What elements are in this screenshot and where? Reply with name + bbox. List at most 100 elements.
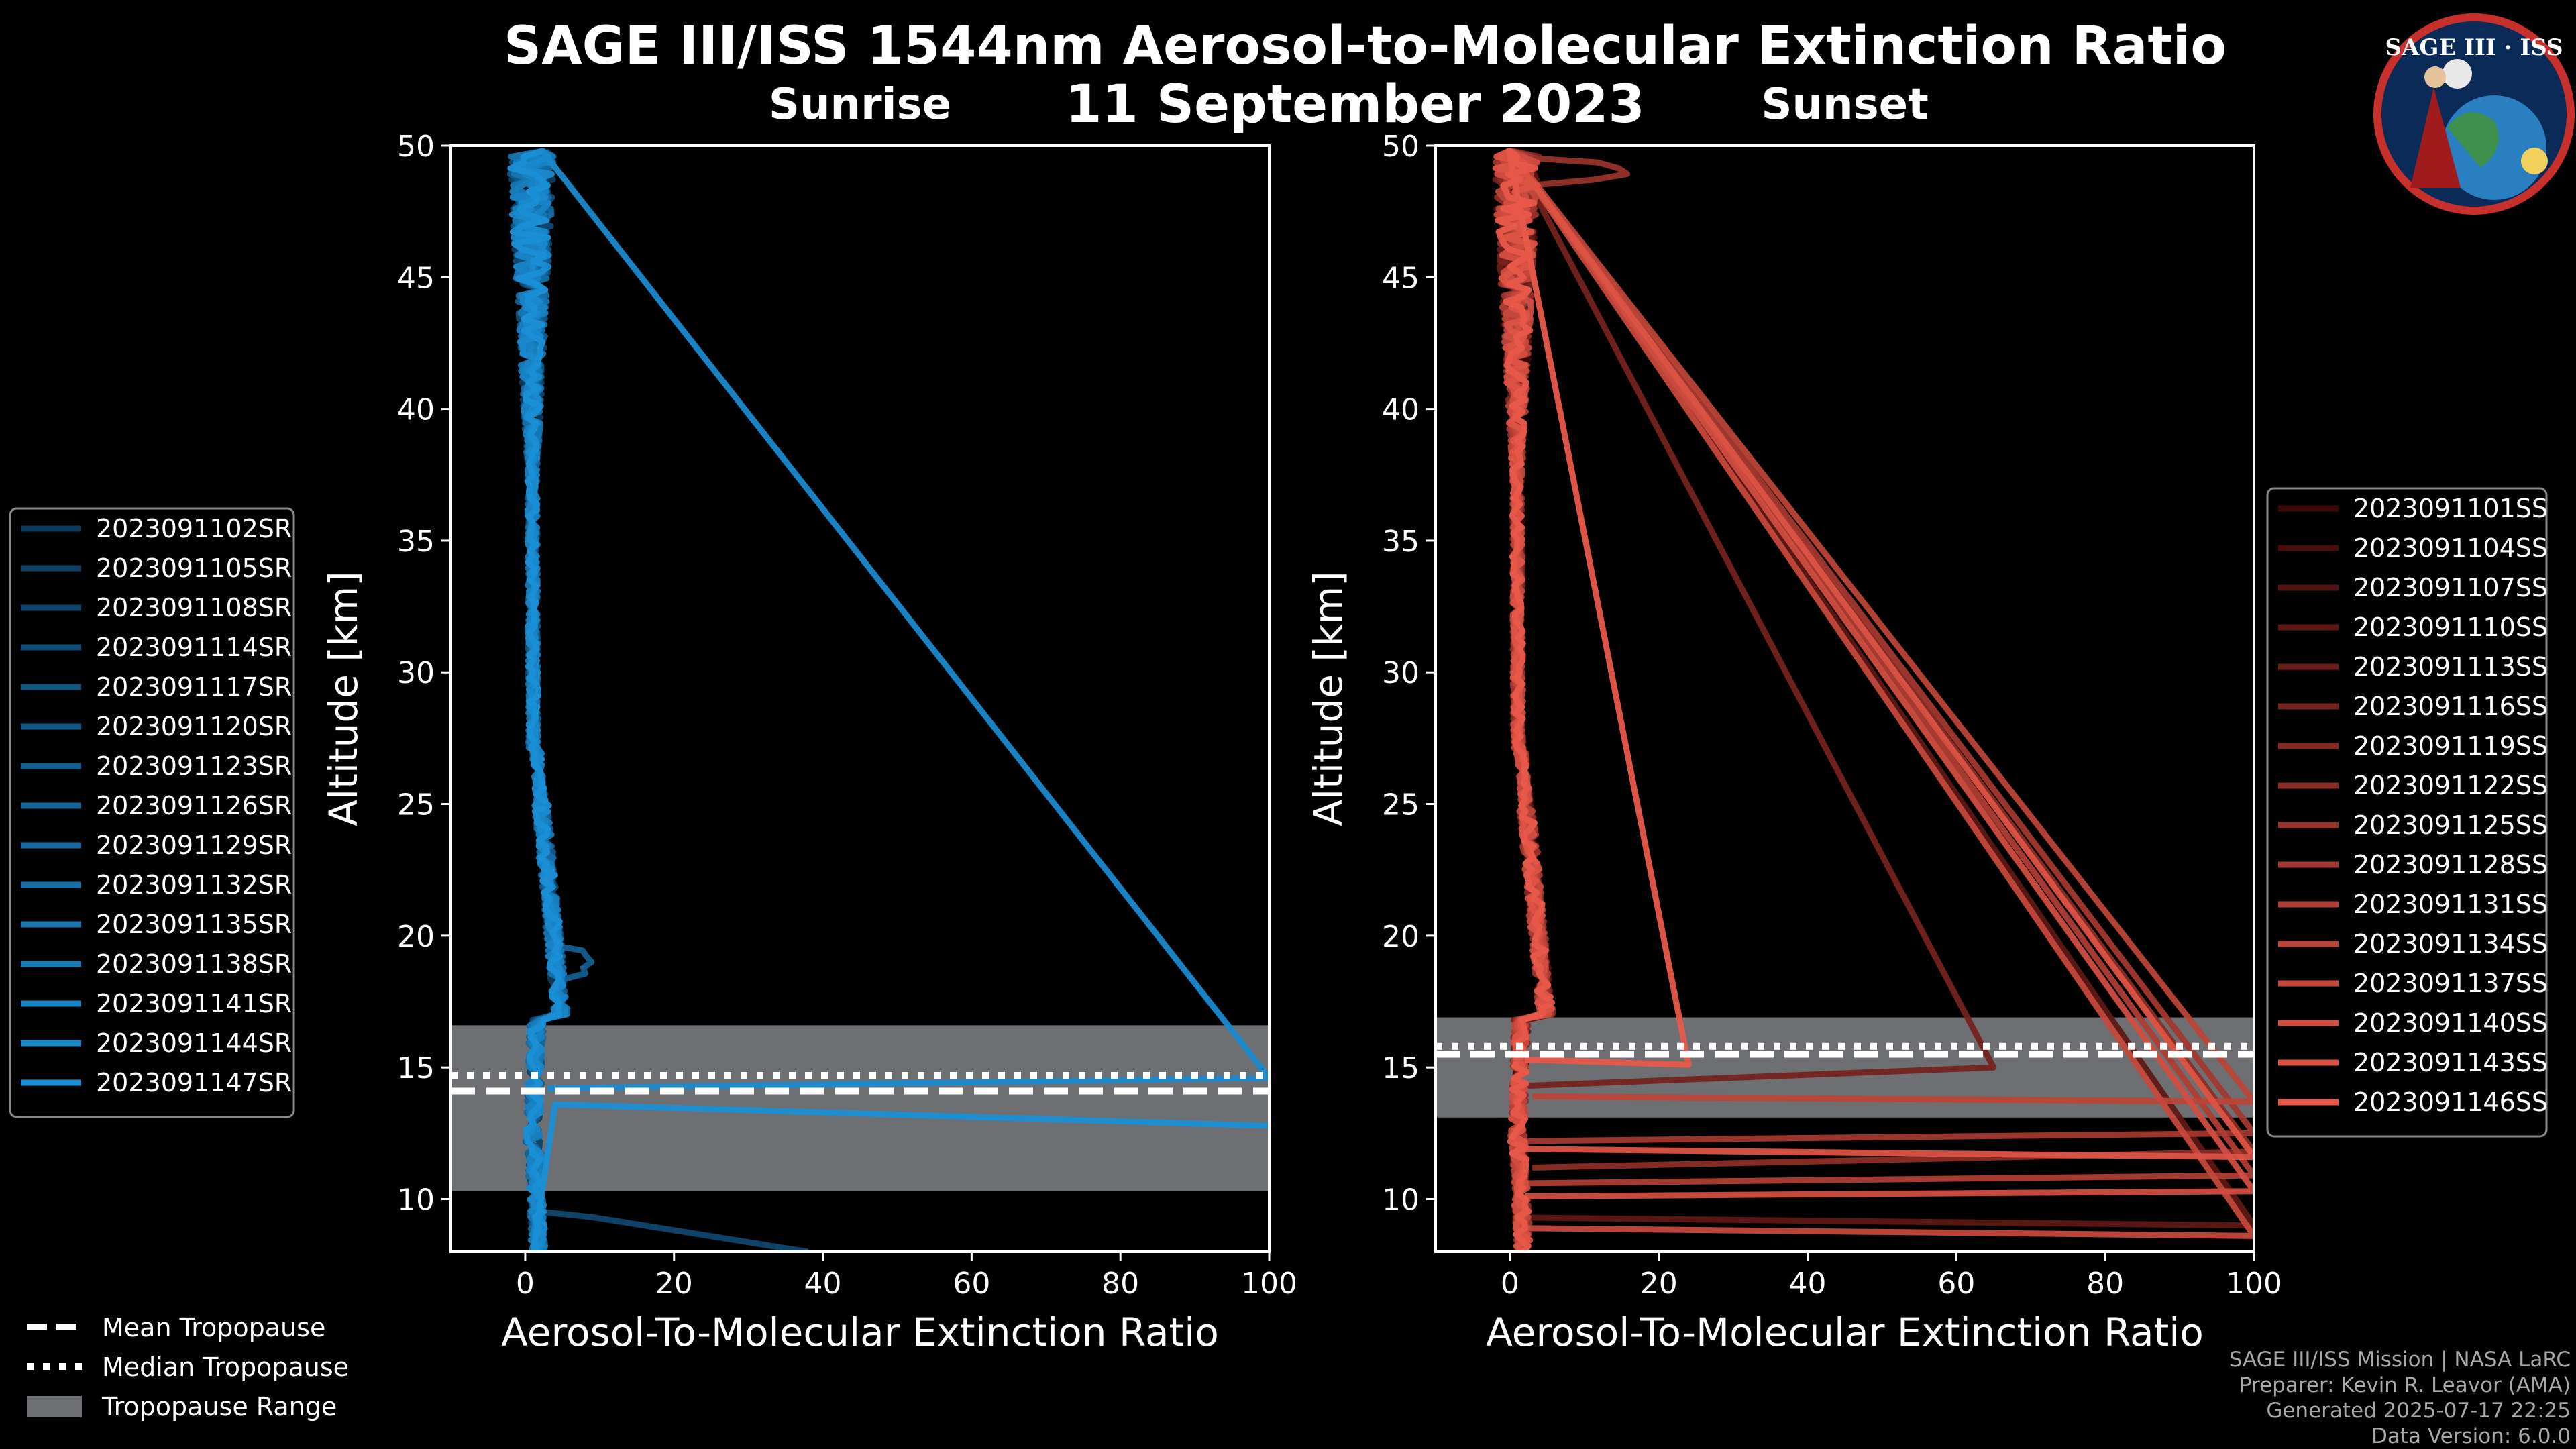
profiles — [1492, 148, 2254, 1252]
y-tick-label: 20 — [1382, 920, 1419, 954]
sunrise-legend: 2023091102SR 2023091105SR 2023091108SR 2023… — [9, 507, 295, 1118]
y-tick-label: 50 — [1382, 129, 1419, 164]
y-tick-label: 25 — [1382, 788, 1419, 822]
legend-label: 2023091110SS — [2353, 612, 2548, 642]
legend-label: 2023091108SR — [96, 593, 292, 623]
y-tick-label: 30 — [397, 656, 435, 690]
credit-line: SAGE III/ISS Mission | NASA LaRC — [2229, 1348, 2571, 1372]
legend-label: 2023091141SR — [96, 989, 292, 1018]
legend-label: 2023091101SS — [2353, 494, 2548, 523]
x-tick-label: 100 — [2226, 1267, 2282, 1301]
x-tick-label: 20 — [655, 1267, 693, 1301]
legend-label: 2023091140SS — [2353, 1008, 2548, 1038]
legend-label: 2023091137SS — [2353, 969, 2548, 998]
sunrise-panel: 0 20 40 60 80 100 10 15 20 25 30 35 40 45 50 Aerosol-To… — [321, 80, 1297, 1355]
legend-label: 2023091105SR — [96, 553, 292, 583]
legend-label: 2023091143SS — [2353, 1048, 2548, 1077]
logo-continent — [2447, 112, 2499, 168]
legend-box — [2266, 487, 2548, 1138]
legend-median-label: Median Tropopause — [102, 1352, 349, 1382]
legend-label: 2023091132SR — [96, 870, 292, 900]
legend-label: 2023091144SR — [96, 1028, 292, 1058]
y-tick-label: 45 — [1382, 261, 1419, 295]
legend-label: 2023091138SR — [96, 949, 292, 979]
x-tick-label: 60 — [1937, 1267, 1975, 1301]
y-tick-label: 25 — [397, 788, 435, 822]
legend-label: 2023091123SR — [96, 751, 292, 781]
sage-logo: SAGE III · ISS — [2373, 13, 2575, 215]
x-tick-label: 100 — [1241, 1267, 1297, 1301]
legend-label: 2023091131SS — [2353, 890, 2548, 919]
profile-line-2023091144SR — [508, 148, 1269, 1252]
legend-range-label: Tropopause Range — [101, 1392, 337, 1421]
y-tick-label: 15 — [397, 1051, 435, 1085]
y-tick-label: 15 — [1382, 1051, 1419, 1085]
legend-label: 2023091128SS — [2353, 850, 2548, 879]
logo-text: SAGE III · ISS — [2385, 34, 2563, 61]
legend-range-swatch — [27, 1396, 82, 1417]
legend-label: 2023091126SR — [96, 791, 292, 820]
x-axis-label: Aerosol-To-Molecular Extinction Ratio — [501, 1309, 1219, 1355]
logo-sun — [2521, 148, 2548, 174]
x-tick-label: 40 — [1789, 1267, 1827, 1301]
x-tick-label: 80 — [2086, 1267, 2124, 1301]
legend-label: 2023091122SS — [2353, 771, 2548, 800]
tropopause-legend: Mean Tropopause Median Tropopause Tropopau… — [27, 1313, 349, 1421]
y-tick-label: 35 — [397, 525, 435, 559]
credit-line: Data Version: 6.0.0 — [2371, 1424, 2571, 1448]
plot-frame — [1434, 144, 2255, 1253]
y-tick-label: 30 — [1382, 656, 1419, 690]
legend-label: 2023091113SS — [2353, 652, 2548, 682]
y-tick-label: 40 — [397, 393, 435, 427]
panel-subtitle: Sunrise — [769, 80, 951, 129]
legend-label: 2023091114SR — [96, 633, 292, 662]
sunset-panel: 0 20 40 60 80 100 10 15 20 25 30 35 40 45 50 Aerosol-To… — [1305, 80, 2282, 1355]
legend-label: 2023091119SS — [2353, 731, 2548, 761]
legend-label: 2023091134SS — [2353, 929, 2548, 959]
y-tick-label: 10 — [397, 1183, 435, 1217]
panel-subtitle: Sunset — [1761, 80, 1928, 129]
legend-label: 2023091120SR — [96, 712, 292, 741]
legend-label: 2023091107SS — [2353, 573, 2548, 602]
chart-title: SAGE III/ISS 1544nm Aerosol-to-Molecular… — [504, 16, 2226, 76]
legend-label: 2023091125SS — [2353, 810, 2548, 840]
x-axis-label: Aerosol-To-Molecular Extinction Ratio — [1486, 1309, 2204, 1355]
legend-label: 2023091135SR — [96, 910, 292, 939]
chart-date: 11 September 2023 — [1065, 74, 1645, 135]
y-axis-label: Altitude [km] — [321, 571, 366, 826]
sunset-legend: 2023091101SS 2023091104SS 2023091107SS 2023… — [2266, 487, 2548, 1138]
logo-figure-head — [2424, 66, 2446, 88]
logo-moon — [2443, 59, 2472, 89]
y-tick-label: 45 — [397, 261, 435, 295]
legend-label: 2023091117SR — [96, 672, 292, 702]
x-tick-label: 0 — [1501, 1267, 1519, 1301]
x-tick-label: 20 — [1640, 1267, 1678, 1301]
x-tick-label: 80 — [1102, 1267, 1139, 1301]
y-tick-label: 35 — [1382, 525, 1419, 559]
credit-line: Preparer: Kevin R. Leavor (AMA) — [2239, 1373, 2571, 1397]
logo-figure — [2410, 87, 2461, 188]
profile-line-2023091143SS — [1493, 148, 2254, 1252]
x-tick-label: 0 — [516, 1267, 535, 1301]
legend-label: 2023091102SR — [96, 514, 292, 543]
legend-label: 2023091104SS — [2353, 533, 2548, 563]
legend-mean-label: Mean Tropopause — [102, 1313, 325, 1342]
legend-label: 2023091146SS — [2353, 1087, 2548, 1117]
plot-frame — [449, 144, 1271, 1253]
y-axis-label: Altitude [km] — [1305, 571, 1351, 826]
profiles — [506, 148, 1269, 1252]
credit-line: Generated 2025-07-17 22:25 — [2266, 1399, 2571, 1423]
y-tick-label: 40 — [1382, 393, 1419, 427]
y-tick-label: 50 — [397, 129, 435, 164]
legend-label: 2023091147SR — [96, 1068, 292, 1097]
credits-block: SAGE III/ISS Mission | NASA LaRCPreparer… — [2229, 1348, 2571, 1448]
x-tick-label: 40 — [804, 1267, 842, 1301]
legend-label: 2023091116SS — [2353, 692, 2548, 721]
y-tick-label: 20 — [397, 920, 435, 954]
x-tick-label: 60 — [953, 1267, 990, 1301]
tropopause-range-band — [451, 1025, 1269, 1191]
legend-label: 2023091129SR — [96, 830, 292, 860]
y-tick-label: 10 — [1382, 1183, 1419, 1217]
profile-line-2023091146SS — [1495, 148, 1692, 1252]
